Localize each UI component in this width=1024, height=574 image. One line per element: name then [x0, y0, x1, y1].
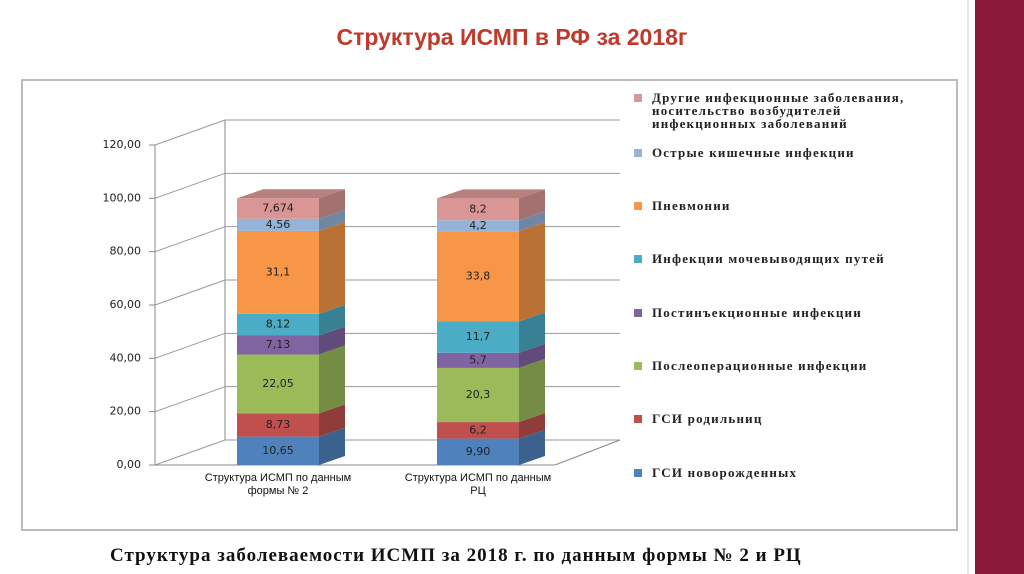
- bar-side: [319, 209, 345, 231]
- bar-front: [237, 413, 319, 437]
- legend-swatch: [634, 94, 642, 102]
- x-tick-label: Структура ИСМП по данным РЦ: [404, 472, 552, 497]
- bar-front: [437, 321, 519, 353]
- bar-side: [519, 343, 545, 368]
- legend-label: ГСИ родильниц: [652, 411, 763, 426]
- bar-front: [237, 218, 319, 231]
- legend-label: Другие инфекционные заболевания, носител…: [652, 90, 905, 131]
- bar-top: [237, 189, 345, 199]
- value-label: 33,8: [466, 269, 491, 282]
- grid-line: [154, 279, 226, 306]
- caption: Структура заболеваемости ИСМП за 2018 г.…: [110, 545, 802, 566]
- value-label: 7,13: [266, 338, 291, 351]
- bar-side: [319, 345, 345, 414]
- bar-front: [237, 335, 319, 355]
- bar-side: [519, 211, 545, 232]
- legend-swatch: [634, 309, 642, 317]
- bar-front: [237, 436, 319, 465]
- bar-side: [519, 413, 545, 439]
- value-label: 4,2: [469, 219, 487, 232]
- bar-side: [519, 189, 545, 221]
- legend-swatch: [634, 469, 642, 477]
- bar-side: [319, 326, 345, 355]
- side-band: [975, 0, 1024, 574]
- bar-front: [437, 231, 519, 322]
- legend-swatch: [634, 415, 642, 423]
- legend-label: Пневмонии: [652, 198, 731, 213]
- legend-label: Постинъекционные инфекции: [652, 305, 862, 320]
- legend-swatch: [634, 149, 642, 157]
- bar-front: [437, 422, 519, 439]
- bar-front: [437, 352, 519, 368]
- value-label: 20,3: [466, 388, 491, 401]
- value-label: 10,65: [262, 444, 294, 457]
- value-label: 11,7: [466, 330, 491, 343]
- value-label: 22,05: [262, 377, 294, 390]
- y-tick-label: 80,00: [110, 245, 142, 258]
- value-label: 6,2: [469, 423, 487, 436]
- y-tick-label: 20,00: [110, 405, 142, 418]
- bar-front: [437, 438, 519, 465]
- bar-side: [319, 427, 345, 465]
- y-tick-label: 120,00: [103, 138, 142, 151]
- legend-label: Инфекции мочевыводящих путей: [652, 251, 885, 266]
- legend-swatch: [634, 362, 642, 370]
- bar-side: [319, 189, 345, 219]
- bar-side: [319, 304, 345, 336]
- value-label: 8,73: [266, 418, 291, 431]
- bar-front: [237, 198, 319, 219]
- grid-line: [154, 332, 226, 359]
- value-label: 8,12: [266, 318, 291, 331]
- bar-top: [437, 189, 545, 199]
- grid-line: [154, 226, 226, 253]
- bar-front: [237, 230, 319, 314]
- bar-front: [437, 367, 519, 423]
- legend-label: Острые кишечные инфекции: [652, 145, 855, 160]
- bar-front: [437, 198, 519, 221]
- floor-side: [554, 439, 621, 466]
- y-tick-label: 60,00: [110, 298, 142, 311]
- value-label: 9,90: [466, 445, 491, 458]
- y-tick-label: 0,00: [117, 458, 142, 471]
- value-label: 31,1: [266, 265, 291, 278]
- bar-front: [237, 354, 319, 414]
- bar-front: [437, 220, 519, 232]
- bar-side: [519, 312, 545, 353]
- legend-label: ГСИ новорожденных: [652, 465, 798, 480]
- x-tick-label: Структура ИСМП по данным формы № 2: [204, 472, 352, 497]
- slide-title: Структура ИСМП в РФ за 2018г: [336, 24, 688, 50]
- y-tick-label: 100,00: [103, 191, 142, 204]
- value-label: 7,674: [262, 202, 294, 215]
- legend-label: Послеоперационные инфекции: [652, 358, 868, 373]
- value-label: 5,7: [469, 353, 487, 366]
- bar-side: [519, 358, 545, 423]
- bar-side: [319, 404, 345, 437]
- chart-frame: [21, 79, 958, 531]
- bar-side: [519, 222, 545, 322]
- y-tick-label: 40,00: [110, 351, 142, 364]
- value-label: 4,56: [266, 218, 291, 231]
- bar-front: [237, 313, 319, 336]
- value-label: 8,2: [469, 202, 487, 215]
- legend-swatch: [634, 255, 642, 263]
- grid-line: [154, 439, 226, 466]
- grid-line: [154, 172, 226, 199]
- grid-line: [154, 119, 226, 146]
- bar-side: [319, 221, 345, 314]
- grid-line: [154, 386, 226, 413]
- legend-swatch: [634, 202, 642, 210]
- bar-side: [519, 429, 545, 465]
